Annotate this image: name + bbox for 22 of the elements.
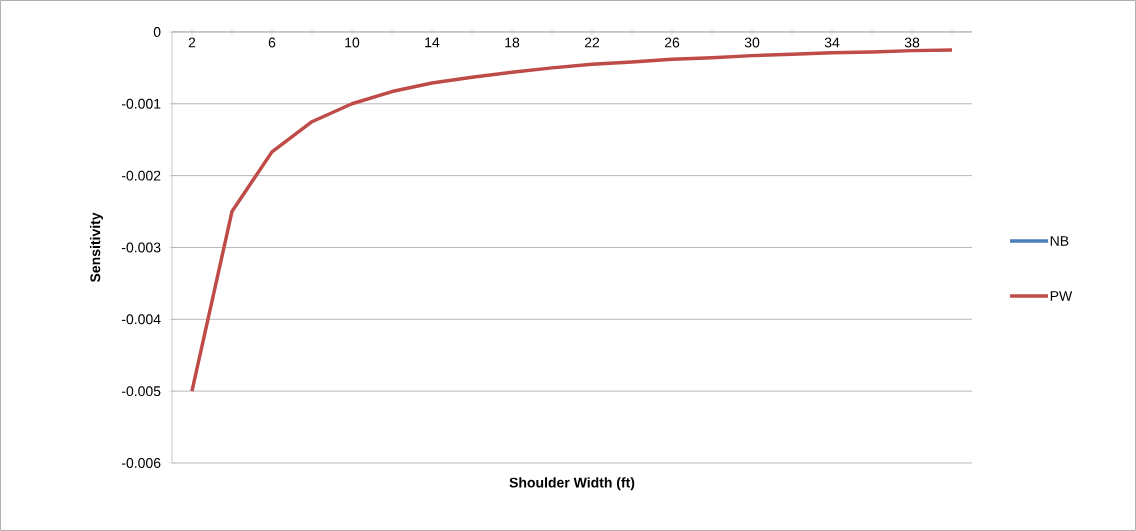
x-tick-label: 18 [505, 37, 520, 48]
legend-label: NB [1050, 236, 1069, 246]
x-tick-label: 10 [345, 37, 360, 48]
y-tick-label: -0.004 [121, 314, 161, 325]
legend-label: PW [1050, 291, 1073, 301]
x-axis-title: Shoulder Width (ft) [509, 477, 635, 491]
x-tick-label: 38 [904, 37, 920, 48]
x-tick-label: 6 [268, 37, 276, 48]
x-tick-label: 22 [584, 37, 600, 48]
x-tick-label: 2 [188, 37, 196, 48]
x-tick-label: 26 [664, 37, 680, 48]
x-tick-label: 34 [824, 37, 840, 48]
x-tick-label: 30 [744, 37, 760, 48]
y-tick-label: -0.002 [121, 170, 161, 181]
y-tick-label: -0.003 [121, 242, 161, 253]
y-tick-label: 0 [153, 27, 161, 37]
x-tick-label: 14 [425, 37, 440, 48]
y-tick-label: -0.005 [121, 386, 161, 397]
y-tick-label: -0.006 [121, 458, 161, 468]
y-tick-label: -0.001 [121, 98, 161, 109]
line-series [190, 48, 954, 393]
y-axis-title: Sensitivity [89, 212, 104, 283]
